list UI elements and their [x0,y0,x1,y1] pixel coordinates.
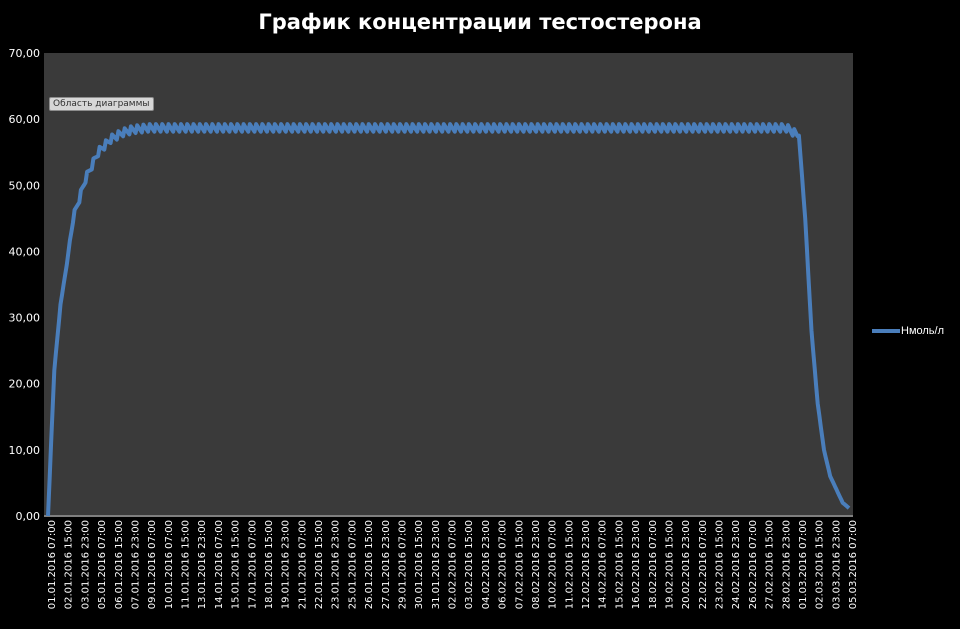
x-tick-label: 13.01.2016 23:00 [197,520,208,609]
legend-label: Нмоль/л [901,325,945,337]
x-tick-label: 11.01.2016 15:00 [181,520,192,609]
x-tick-label: 27.01.2016 23:00 [381,520,392,609]
y-tick-label: 60,00 [9,113,41,126]
x-tick-label: 19.02.2016 15:00 [664,520,675,609]
x-tick-label: 08.02.2016 23:00 [531,520,542,609]
x-tick-label: 06.01.2016 15:00 [114,520,125,609]
x-tick-label: 05.01.2016 07:00 [97,520,108,609]
x-tick-label: 07.01.2016 23:00 [130,520,141,609]
y-tick-label: 30,00 [9,312,41,325]
x-tick-label: 26.01.2016 15:00 [364,520,375,609]
x-tick-label: 02.03.2016 15:00 [815,520,826,609]
x-tick-label: 01.01.2016 07:00 [47,520,58,609]
chart-area-tooltip: Область диаграммы [49,97,154,111]
legend-swatch [872,329,900,333]
x-tick-label: 23.02.2016 15:00 [715,520,726,609]
x-tick-label: 23.01.2016 23:00 [331,520,342,609]
chart-title: График концентрации тестостерона [258,10,702,34]
x-tick-label: 06.02.2016 07:00 [498,520,509,609]
x-tick-label: 31.01.2016 23:00 [431,520,442,609]
y-axis: 0,00 10,00 20,00 30,00 40,00 50,00 60,00 70,00 [9,47,41,523]
y-tick-label: 40,00 [9,245,41,258]
y-tick-label: 50,00 [9,179,41,192]
x-tick-label: 26.02.2016 07:00 [748,520,759,609]
x-tick-label: 12.02.2016 23:00 [581,520,592,609]
x-tick-label: 03.02.2016 15:00 [464,520,475,609]
x-tick-label: 22.02.2016 07:00 [698,520,709,609]
legend[interactable]: Нмоль/л [872,325,944,337]
x-tick-label: 02.01.2016 15:00 [64,520,75,609]
x-axis: 01.01.2016 07:00 02.01.2016 15:00 03.01.20… [47,520,859,609]
y-tick-label: 0,00 [16,510,41,523]
y-tick-label: 20,00 [9,378,41,391]
x-tick-label: 01.03.2016 07:00 [798,520,809,609]
x-tick-label: 09.01.2016 07:00 [147,520,158,609]
x-tick-label: 03.03.2016 23:00 [831,520,842,609]
x-tick-label: 05.03.2016 07:00 [848,520,859,609]
x-tick-label: 07.02.2016 15:00 [514,520,525,609]
x-tick-label: 03.01.2016 23:00 [80,520,91,609]
x-tick-label: 11.02.2016 15:00 [564,520,575,609]
y-tick-label: 70,00 [9,47,41,60]
x-tick-label: 30.01.2016 15:00 [414,520,425,609]
x-tick-label: 27.02.2016 15:00 [765,520,776,609]
x-tick-label: 28.02.2016 23:00 [781,520,792,609]
x-tick-label: 29.01.2016 07:00 [397,520,408,609]
x-tick-label: 18.02.2016 07:00 [648,520,659,609]
y-tick-label: 10,00 [9,444,41,457]
x-tick-label: 15.01.2016 15:00 [231,520,242,609]
x-tick-label: 15.02.2016 15:00 [614,520,625,609]
x-tick-label: 20.02.2016 23:00 [681,520,692,609]
x-tick-label: 10.01.2016 07:00 [164,520,175,609]
x-tick-label: 19.01.2016 23:00 [281,520,292,609]
x-tick-label: 16.02.2016 23:00 [631,520,642,609]
x-tick-label: 02.02.2016 07:00 [448,520,459,609]
x-tick-label: 14.01.2016 07:00 [214,520,225,609]
x-tick-label: 10.02.2016 07:00 [548,520,559,609]
x-tick-label: 24.02.2016 23:00 [731,520,742,609]
x-tick-label: 25.01.2016 07:00 [347,520,358,609]
x-tick-label: 22.01.2016 15:00 [314,520,325,609]
x-tick-label: 04.02.2016 23:00 [481,520,492,609]
x-tick-label: 18.01.2016 15:00 [264,520,275,609]
x-tick-label: 21.01.2016 07:00 [297,520,308,609]
series-line [46,122,851,517]
x-tick-label: 17.01.2016 07:00 [247,520,258,609]
x-tick-label: 14.02.2016 07:00 [598,520,609,609]
